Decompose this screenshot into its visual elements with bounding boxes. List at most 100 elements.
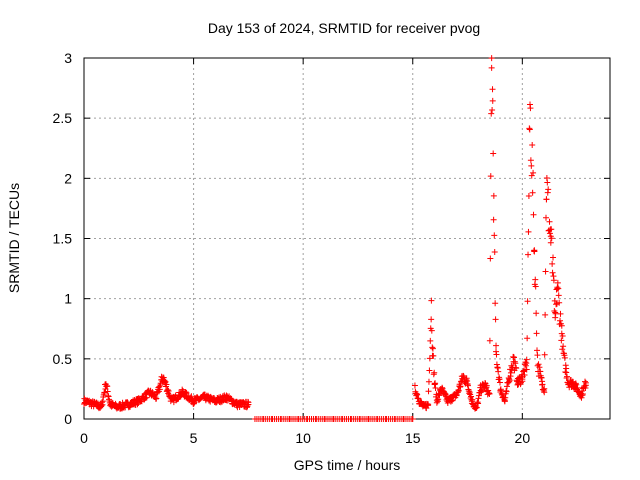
- data-point: [488, 64, 495, 71]
- data-point: [551, 308, 558, 315]
- y-axis-label: SRMTID / TECUs: [6, 183, 22, 293]
- data-point: [532, 276, 539, 283]
- data-point: [524, 335, 531, 342]
- data-point: [559, 332, 566, 339]
- data-point: [491, 249, 498, 256]
- data-point: [428, 316, 435, 323]
- data-point: [528, 162, 535, 169]
- data-point: [475, 400, 482, 407]
- data-point: [529, 189, 536, 196]
- data-point: [182, 389, 189, 396]
- y-tick-label: 3: [64, 50, 72, 66]
- data-point: [409, 416, 416, 422]
- data-point: [564, 373, 571, 380]
- data-point: [513, 365, 520, 372]
- y-tick-label: 1: [64, 291, 72, 307]
- data-point: [496, 379, 503, 386]
- data-point: [525, 251, 532, 258]
- data-point: [489, 107, 496, 114]
- data-point: [506, 377, 513, 384]
- x-tick-label: 10: [295, 430, 311, 446]
- data-point: [533, 330, 540, 337]
- data-point: [556, 299, 563, 306]
- data-point: [525, 193, 532, 199]
- data-point: [554, 279, 561, 286]
- x-tick-label: 5: [190, 430, 198, 446]
- data-point: [563, 365, 570, 372]
- data-point: [541, 385, 548, 392]
- data-points: [81, 55, 589, 422]
- x-tick-label: 20: [515, 430, 531, 446]
- data-point: [521, 371, 528, 378]
- data-point: [525, 228, 532, 235]
- data-point: [535, 361, 542, 368]
- grid-lines: [84, 58, 610, 419]
- chart-title: Day 153 of 2024, SRMTID for receiver pvo…: [208, 20, 480, 36]
- data-point: [533, 310, 540, 317]
- data-point: [436, 392, 443, 399]
- data-point: [488, 55, 495, 62]
- data-point: [489, 97, 496, 104]
- data-point: [561, 354, 568, 361]
- data-point: [425, 378, 432, 385]
- data-point: [427, 337, 434, 344]
- data-point: [542, 268, 549, 275]
- data-point: [543, 214, 550, 221]
- data-point: [143, 394, 150, 401]
- data-point: [489, 86, 496, 93]
- data-point: [557, 310, 564, 317]
- data-point: [428, 297, 435, 304]
- data-point: [549, 269, 556, 276]
- data-point: [487, 173, 494, 180]
- axis-ticks: [83, 57, 610, 420]
- data-point: [493, 342, 500, 349]
- data-point: [425, 402, 432, 409]
- data-point: [488, 110, 495, 117]
- data-point: [582, 379, 589, 386]
- data-point: [188, 393, 195, 400]
- data-point: [426, 367, 433, 374]
- data-point: [487, 255, 494, 262]
- data-point: [491, 232, 498, 239]
- data-point: [549, 260, 556, 267]
- data-point: [548, 235, 555, 242]
- data-point: [428, 327, 435, 334]
- data-point: [582, 378, 589, 385]
- data-point: [531, 247, 538, 254]
- data-point: [545, 186, 552, 193]
- data-point: [492, 316, 499, 323]
- data-point: [490, 216, 497, 223]
- data-point: [559, 346, 566, 353]
- data-point: [518, 379, 525, 386]
- y-tick-labels: 0 0.5 1 1.5 2 2.5 3: [53, 50, 73, 427]
- x-tick-labels: 0 5 10 15 20: [80, 430, 530, 446]
- data-point: [490, 150, 497, 157]
- data-point: [486, 337, 493, 344]
- data-point: [430, 352, 437, 359]
- y-tick-label: 0.5: [53, 351, 73, 367]
- data-point: [534, 352, 541, 359]
- data-point: [163, 381, 170, 388]
- data-point: [134, 401, 141, 408]
- data-point: [245, 401, 252, 408]
- data-point: [550, 254, 557, 261]
- data-point: [579, 391, 586, 398]
- data-point: [562, 368, 569, 375]
- data-point: [495, 368, 502, 375]
- data-point: [530, 169, 537, 176]
- data-point: [101, 389, 108, 396]
- data-point: [524, 298, 531, 305]
- data-point: [493, 351, 500, 358]
- x-axis-label: GPS time / hours: [294, 457, 401, 473]
- data-point: [530, 211, 537, 218]
- data-point: [104, 383, 111, 390]
- data-point: [555, 292, 562, 299]
- x-tick-label: 15: [405, 430, 421, 446]
- data-point: [526, 126, 533, 133]
- data-point: [425, 388, 432, 395]
- data-point: [529, 141, 536, 148]
- data-point: [543, 196, 550, 203]
- data-point: [490, 192, 497, 199]
- data-point: [483, 382, 490, 389]
